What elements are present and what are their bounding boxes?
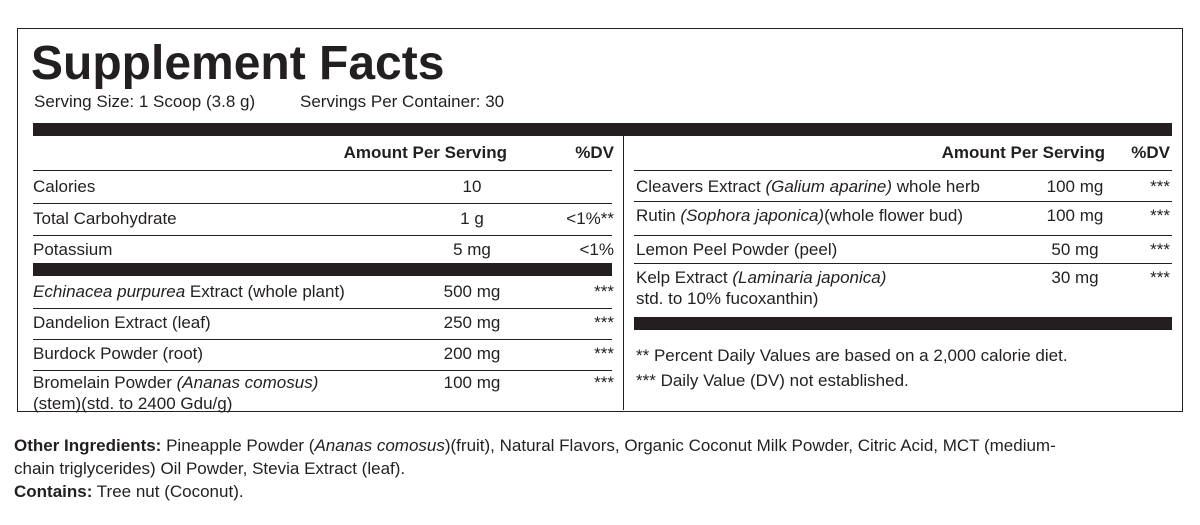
daily-value: *** xyxy=(1150,268,1170,287)
text-segment: Potassium xyxy=(33,240,113,259)
amount: 200 mg xyxy=(443,344,501,363)
ingredient-name: Kelp Extract (Laminaria japonica) xyxy=(636,268,886,288)
text-segment: Echinacea purpurea xyxy=(33,282,186,301)
amount: 100 mg xyxy=(1046,177,1104,196)
ingredient-name: Burdock Powder (root) xyxy=(33,344,203,364)
ingredient-name: std. to 10% fucoxanthin) xyxy=(636,289,818,309)
footnote: *** Daily Value (DV) not established. xyxy=(636,371,909,390)
row-rule xyxy=(33,308,612,309)
row-rule xyxy=(33,339,612,340)
text-segment: )(fruit), Natural Flavors, Organic Cocon… xyxy=(14,436,1056,478)
text-segment: std. to 10% fucoxanthin) xyxy=(636,289,819,308)
text-segment: Lemon Peel Powder (peel) xyxy=(636,240,838,259)
daily-value: *** xyxy=(1150,177,1170,196)
row-rule xyxy=(634,170,1172,171)
text-segment: (stem)(std. to 2400 Gdu/g) xyxy=(33,394,233,413)
amount: 10 xyxy=(462,177,482,196)
amount: 30 mg xyxy=(1051,268,1099,287)
top-bar xyxy=(33,123,1172,136)
text-segment: whole herb xyxy=(892,177,980,196)
text-segment: (Sophora japonica) xyxy=(680,206,825,225)
text-segment: Extract (whole plant) xyxy=(185,282,345,301)
ingredient-name: Lemon Peel Powder (peel) xyxy=(636,240,837,260)
text-segment: (Galium aparine) xyxy=(765,177,893,196)
text-segment: Ananas comosus xyxy=(314,436,445,455)
amount: 100 mg xyxy=(443,373,501,392)
other-ingredients: Other Ingredients: Pineapple Powder (Ana… xyxy=(14,434,1064,503)
amount: 5 mg xyxy=(453,240,491,259)
column-divider xyxy=(623,136,624,410)
row-rule xyxy=(634,263,1172,264)
daily-value: <1%** xyxy=(566,209,614,228)
dv-header: %DV xyxy=(1131,143,1170,162)
row-rule xyxy=(33,203,612,204)
other-label: Other Ingredients: xyxy=(14,436,162,455)
daily-value: *** xyxy=(1150,206,1170,225)
daily-value: *** xyxy=(594,344,614,363)
text-segment: Total Carbohydrate xyxy=(33,209,177,228)
ingredient-name: Total Carbohydrate xyxy=(33,209,177,229)
dv-header: %DV xyxy=(575,143,614,162)
ingredient-name: Echinacea purpurea Extract (whole plant) xyxy=(33,282,345,302)
ingredient-name: Bromelain Powder (Ananas comosus) xyxy=(33,373,318,393)
contains-label: Contains: xyxy=(14,482,93,501)
servings-per-container: Servings Per Container: 30 xyxy=(300,92,505,111)
text-segment: (Ananas comosus) xyxy=(176,373,319,392)
amount: 250 mg xyxy=(443,313,501,332)
serving-size: Serving Size: 1 Scoop (3.8 g) xyxy=(34,92,256,111)
ingredient-name: Cleavers Extract (Galium aparine) whole … xyxy=(636,177,980,197)
text-segment: (Laminaria japonica) xyxy=(732,268,887,287)
text-segment: (whole flower bud) xyxy=(824,206,963,225)
ingredient-name: Potassium xyxy=(33,240,112,260)
contains-text: Tree nut (Coconut). xyxy=(92,482,244,501)
text-segment: Pineapple Powder ( xyxy=(161,436,315,455)
daily-value: *** xyxy=(594,313,614,332)
daily-value: *** xyxy=(594,373,614,392)
daily-value: *** xyxy=(1150,240,1170,259)
row-rule xyxy=(33,370,612,371)
amount: 1 g xyxy=(460,209,484,228)
text-segment: Burdock Powder (root) xyxy=(33,344,204,363)
text-segment: Cleavers Extract xyxy=(636,177,766,196)
text-segment: Bromelain Powder xyxy=(33,373,177,392)
amount-header: Amount Per Serving xyxy=(941,143,1105,162)
daily-value: <1% xyxy=(579,240,615,259)
title: Supplement Facts xyxy=(31,37,445,90)
amount: 100 mg xyxy=(1046,206,1104,225)
text-segment: Kelp Extract xyxy=(636,268,733,287)
row-rule xyxy=(634,235,1172,236)
row-rule xyxy=(33,235,612,236)
section-bar xyxy=(33,263,612,276)
label-border xyxy=(17,28,1183,412)
row-rule xyxy=(33,170,612,171)
amount-header: Amount Per Serving xyxy=(343,143,507,162)
footnote: ** Percent Daily Values are based on a 2… xyxy=(636,346,1068,365)
text-segment: Rutin xyxy=(636,206,681,225)
amount: 50 mg xyxy=(1051,240,1099,259)
text-segment: Dandelion Extract (leaf) xyxy=(33,313,211,332)
row-rule xyxy=(634,201,1172,202)
ingredient-name: Dandelion Extract (leaf) xyxy=(33,313,211,333)
ingredient-name: (stem)(std. to 2400 Gdu/g) xyxy=(33,394,232,414)
daily-value: *** xyxy=(594,282,614,301)
text-segment: Calories xyxy=(33,177,96,196)
section-bar xyxy=(634,317,1172,330)
ingredient-name: Calories xyxy=(33,177,95,197)
ingredient-name: Rutin (Sophora japonica)(whole flower bu… xyxy=(636,206,963,226)
amount: 500 mg xyxy=(443,282,501,301)
